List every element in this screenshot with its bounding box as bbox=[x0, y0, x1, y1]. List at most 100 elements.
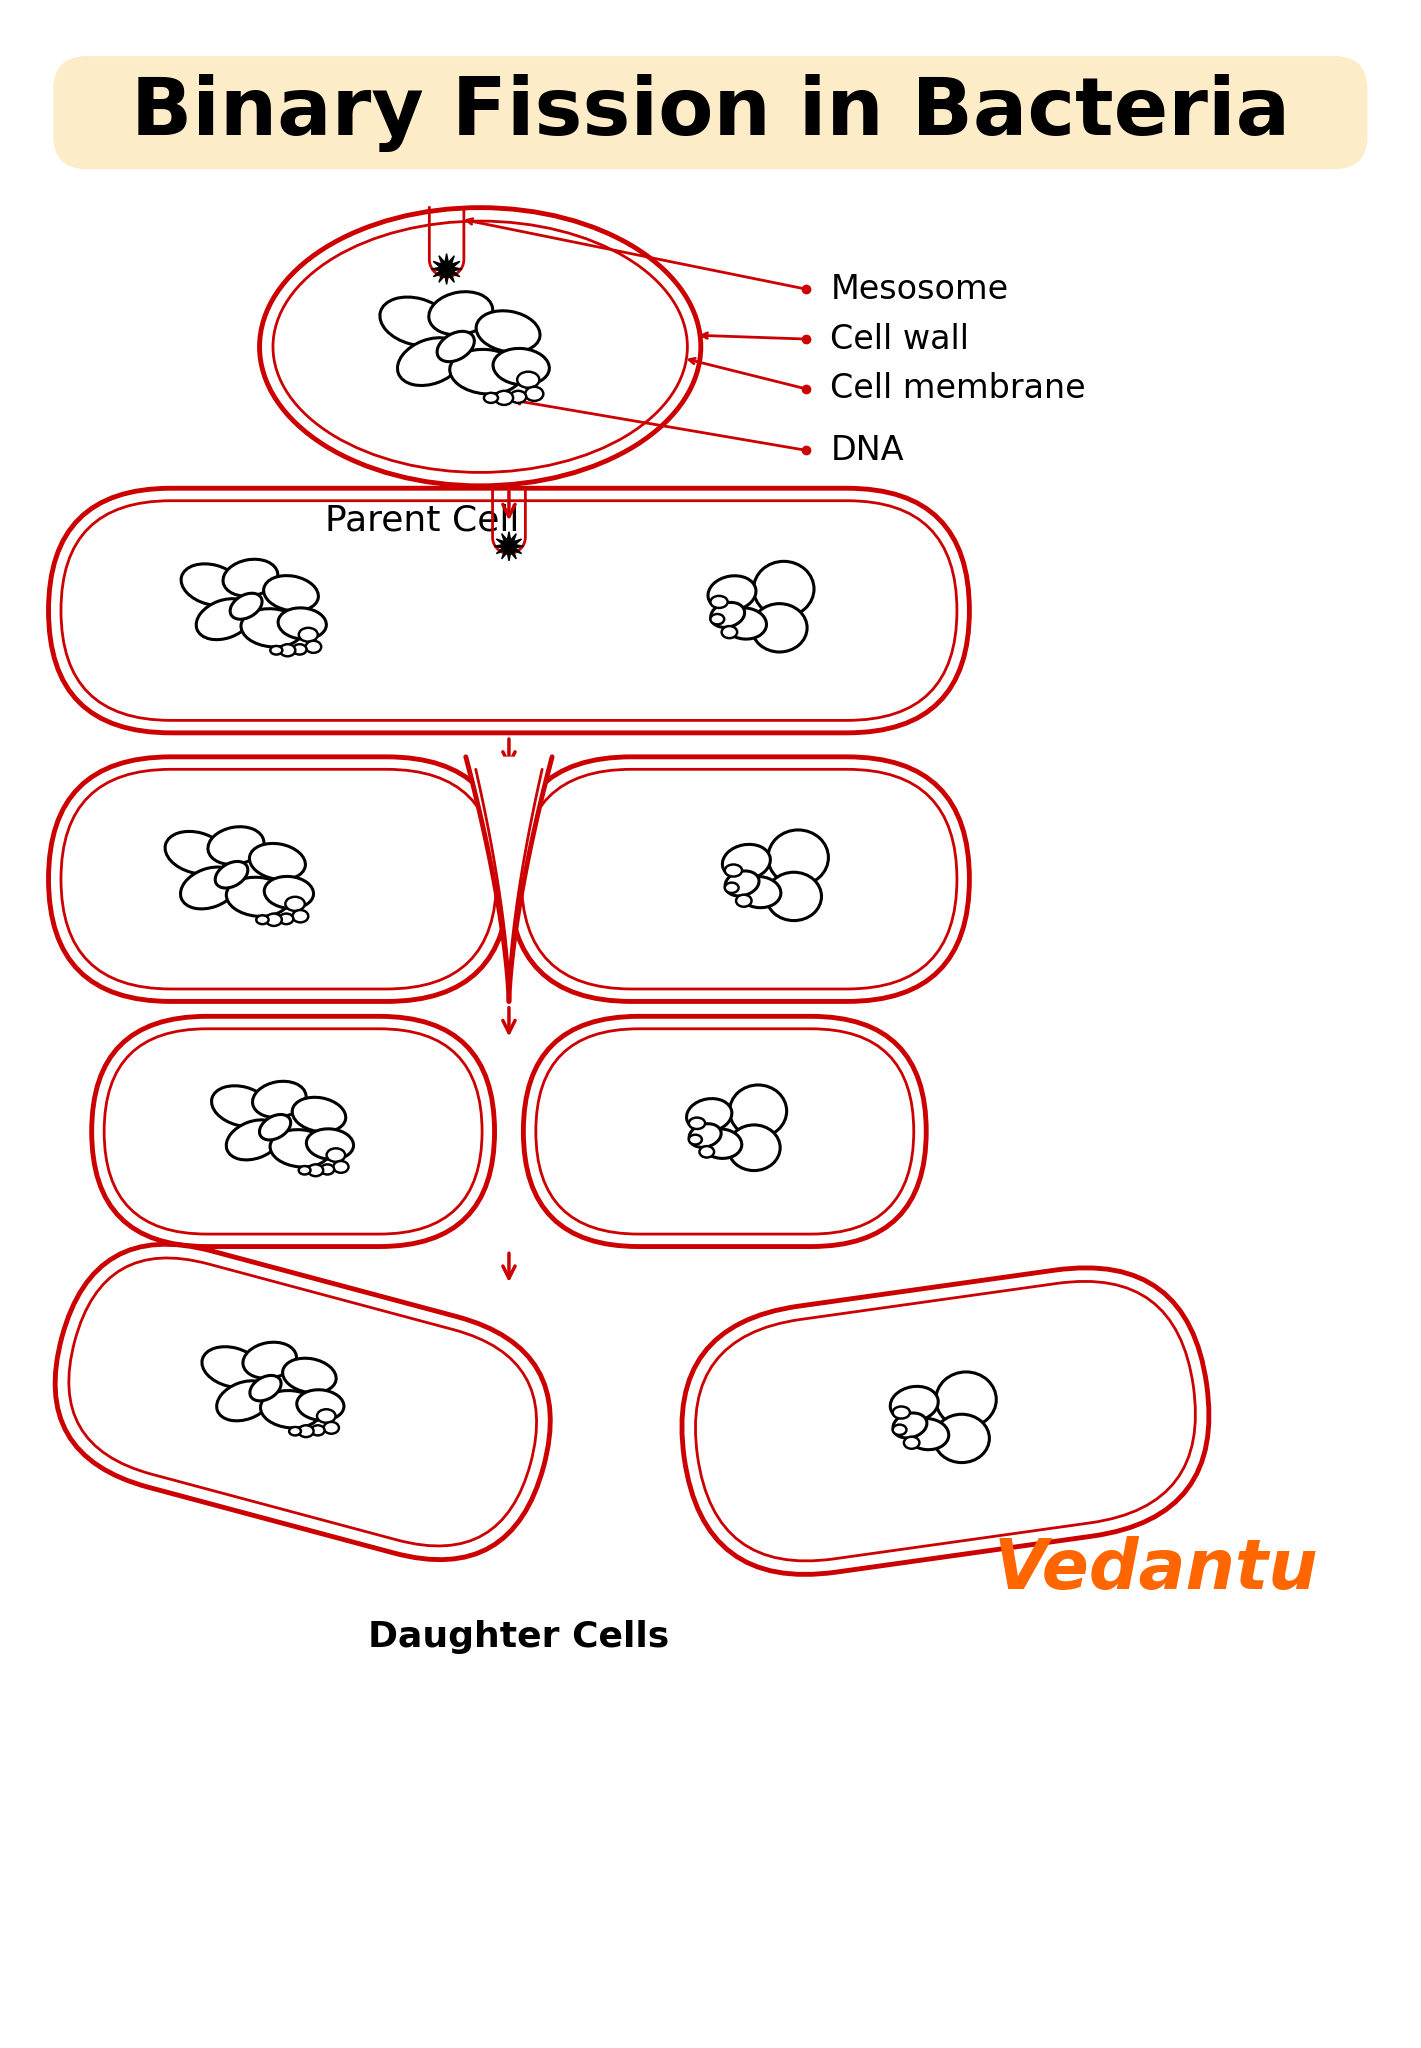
Text: Cell wall: Cell wall bbox=[830, 324, 969, 356]
Ellipse shape bbox=[307, 1128, 354, 1159]
Ellipse shape bbox=[710, 602, 745, 627]
Ellipse shape bbox=[230, 594, 261, 618]
Ellipse shape bbox=[723, 608, 766, 639]
Ellipse shape bbox=[243, 1341, 297, 1378]
Ellipse shape bbox=[293, 645, 307, 655]
Text: Vedantu: Vedantu bbox=[993, 1536, 1319, 1604]
Ellipse shape bbox=[689, 1135, 702, 1145]
Text: Binary Fission in Bacteria: Binary Fission in Bacteria bbox=[131, 74, 1290, 152]
Ellipse shape bbox=[725, 883, 739, 893]
Ellipse shape bbox=[279, 608, 327, 639]
Ellipse shape bbox=[526, 387, 543, 401]
Ellipse shape bbox=[752, 604, 807, 651]
Ellipse shape bbox=[892, 1407, 909, 1419]
Ellipse shape bbox=[226, 877, 290, 915]
FancyBboxPatch shape bbox=[54, 55, 1367, 170]
Ellipse shape bbox=[398, 338, 463, 385]
Ellipse shape bbox=[766, 872, 821, 922]
Ellipse shape bbox=[202, 1348, 261, 1386]
Ellipse shape bbox=[327, 1149, 345, 1161]
Ellipse shape bbox=[196, 598, 253, 639]
Ellipse shape bbox=[429, 291, 493, 334]
Ellipse shape bbox=[485, 393, 497, 403]
Ellipse shape bbox=[737, 877, 782, 907]
Ellipse shape bbox=[250, 844, 306, 879]
Ellipse shape bbox=[298, 1165, 311, 1174]
Ellipse shape bbox=[297, 1391, 344, 1421]
Ellipse shape bbox=[215, 862, 247, 889]
Ellipse shape bbox=[936, 1372, 996, 1427]
Ellipse shape bbox=[476, 311, 540, 352]
FancyBboxPatch shape bbox=[92, 1016, 495, 1247]
Ellipse shape bbox=[293, 909, 308, 922]
Ellipse shape bbox=[891, 1386, 938, 1421]
Ellipse shape bbox=[379, 297, 450, 346]
Ellipse shape bbox=[226, 1120, 281, 1159]
Ellipse shape bbox=[279, 913, 293, 924]
Ellipse shape bbox=[223, 559, 279, 596]
Ellipse shape bbox=[286, 897, 304, 911]
Ellipse shape bbox=[729, 1085, 787, 1137]
Ellipse shape bbox=[708, 575, 756, 610]
FancyBboxPatch shape bbox=[523, 1016, 926, 1247]
Ellipse shape bbox=[725, 870, 759, 895]
Ellipse shape bbox=[317, 1409, 335, 1423]
FancyBboxPatch shape bbox=[55, 1245, 550, 1561]
Ellipse shape bbox=[207, 827, 264, 864]
Ellipse shape bbox=[728, 1124, 780, 1171]
Ellipse shape bbox=[242, 608, 303, 647]
Ellipse shape bbox=[892, 1425, 907, 1436]
Text: Daughter Cells: Daughter Cells bbox=[368, 1620, 669, 1655]
Ellipse shape bbox=[260, 1391, 321, 1427]
Ellipse shape bbox=[266, 913, 281, 926]
Ellipse shape bbox=[260, 207, 701, 485]
Ellipse shape bbox=[736, 895, 752, 907]
Polygon shape bbox=[495, 532, 523, 561]
Ellipse shape bbox=[725, 864, 742, 877]
Ellipse shape bbox=[710, 614, 725, 625]
Ellipse shape bbox=[308, 1165, 323, 1176]
Ellipse shape bbox=[767, 829, 828, 885]
Ellipse shape bbox=[722, 844, 770, 879]
Ellipse shape bbox=[311, 1425, 324, 1436]
Text: Cell membrane: Cell membrane bbox=[830, 373, 1086, 406]
Ellipse shape bbox=[689, 1124, 720, 1147]
Ellipse shape bbox=[283, 1358, 337, 1393]
Ellipse shape bbox=[180, 866, 239, 909]
Ellipse shape bbox=[253, 1081, 306, 1118]
Ellipse shape bbox=[260, 1114, 291, 1141]
Text: Mesosome: Mesosome bbox=[830, 272, 1009, 305]
FancyBboxPatch shape bbox=[48, 758, 509, 1001]
Ellipse shape bbox=[264, 575, 318, 610]
Ellipse shape bbox=[270, 645, 283, 655]
Ellipse shape bbox=[270, 1130, 331, 1167]
Ellipse shape bbox=[306, 641, 321, 653]
Ellipse shape bbox=[280, 645, 296, 655]
Ellipse shape bbox=[216, 1380, 271, 1421]
Ellipse shape bbox=[701, 1128, 742, 1159]
Text: Parent Cell: Parent Cell bbox=[325, 504, 520, 537]
Ellipse shape bbox=[517, 371, 540, 387]
Ellipse shape bbox=[256, 915, 269, 924]
Ellipse shape bbox=[450, 350, 522, 393]
Ellipse shape bbox=[905, 1419, 949, 1450]
FancyBboxPatch shape bbox=[48, 487, 969, 733]
FancyBboxPatch shape bbox=[509, 758, 969, 1001]
Text: DNA: DNA bbox=[830, 434, 904, 467]
Ellipse shape bbox=[298, 629, 318, 641]
Ellipse shape bbox=[699, 1147, 715, 1157]
Ellipse shape bbox=[334, 1161, 348, 1174]
Ellipse shape bbox=[264, 877, 314, 909]
Ellipse shape bbox=[288, 1427, 301, 1436]
Ellipse shape bbox=[438, 332, 475, 362]
Ellipse shape bbox=[689, 1118, 705, 1128]
Ellipse shape bbox=[293, 1098, 345, 1133]
Ellipse shape bbox=[722, 627, 737, 639]
Ellipse shape bbox=[753, 561, 814, 616]
Ellipse shape bbox=[710, 596, 728, 608]
Ellipse shape bbox=[904, 1438, 919, 1448]
Ellipse shape bbox=[934, 1415, 989, 1462]
Ellipse shape bbox=[495, 391, 513, 406]
Ellipse shape bbox=[298, 1425, 314, 1438]
Ellipse shape bbox=[510, 391, 526, 403]
